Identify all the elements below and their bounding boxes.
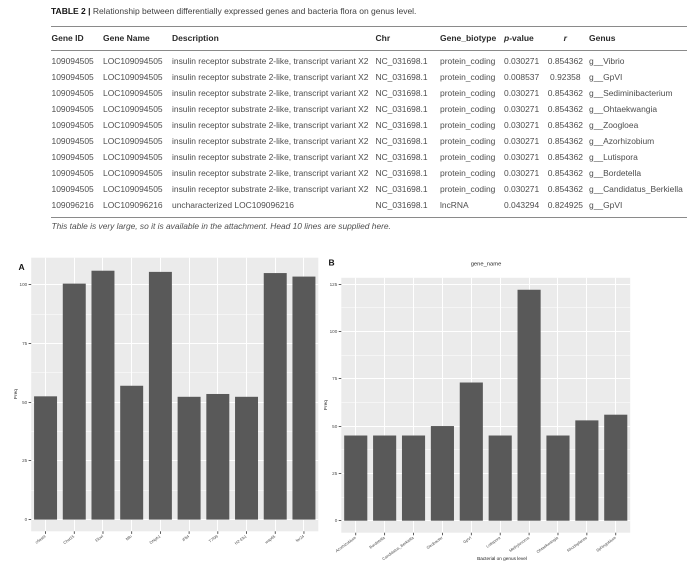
svg-text:c6ast4: c6ast4 [34,533,47,544]
svg-text:Lutispora: Lutispora [485,535,502,549]
svg-text:Candidatus_Berkiella: Candidatus_Berkiella [381,535,415,562]
svg-text:0: 0 [335,518,338,523]
svg-text:iFlt4: iFlt4 [181,533,191,542]
svg-text:B: B [329,258,335,268]
svg-text:50: 50 [332,424,338,429]
svg-text:Ohtaekwangia: Ohtaekwangia [535,535,559,555]
svg-text:gene_name: gene_name [471,262,502,268]
svg-text:T7f99: T7f99 [208,533,220,544]
svg-text:Freq: Freq [323,400,329,410]
svg-text:Mln: Mln [125,534,133,542]
svg-text:Rhodoplanes: Rhodoplanes [566,535,588,553]
svg-text:Freq: Freq [13,389,19,399]
svg-text:25: 25 [332,471,338,476]
svg-text:Methylovorus: Methylovorus [508,535,530,553]
svg-text:Bordetella: Bordetella [368,535,386,550]
svg-text:0: 0 [25,517,28,522]
svg-text:A: A [19,262,25,272]
svg-text:125: 125 [330,282,338,287]
svg-text:H2-Eb1: H2-Eb1 [234,533,249,545]
svg-text:25: 25 [22,458,28,463]
svg-text:75: 75 [332,376,338,381]
svg-text:Azorhizobium: Azorhizobium [334,535,357,554]
svg-text:wap65: wap65 [264,533,277,544]
svg-text:Chst15: Chst15 [62,533,76,545]
svg-text:Elovl: Elovl [94,534,104,543]
svg-text:75: 75 [22,341,28,346]
svg-text:GpVI: GpVI [462,535,472,544]
svg-text:fer24: fer24 [295,533,306,543]
svg-text:Geobacter: Geobacter [425,535,444,550]
svg-text:100: 100 [330,329,338,334]
svg-text:Sphingobium: Sphingobium [595,535,617,553]
svg-text:100: 100 [20,282,28,287]
svg-text:Bacterial on genus level: Bacterial on genus level [477,556,527,561]
svg-text:50: 50 [22,400,28,405]
svg-text:DNph1: DNph1 [148,533,162,545]
